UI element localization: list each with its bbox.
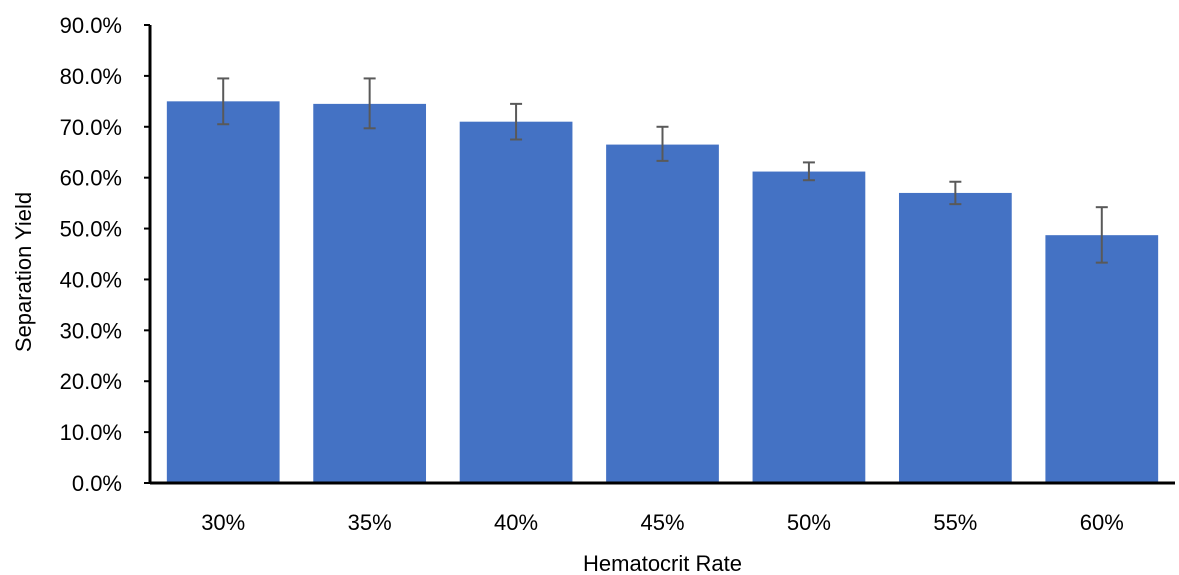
x-tick-label: 60% xyxy=(1080,510,1124,535)
bars-group xyxy=(166,101,1159,484)
error-bar-7 xyxy=(1095,206,1108,264)
x-tick-label: 55% xyxy=(933,510,977,535)
x-ticks-group: 30% 35% 40% 45% 50% 55% 60% xyxy=(201,510,1124,535)
y-tick-label: 20.0% xyxy=(60,369,122,394)
bar-1 xyxy=(166,101,280,483)
y-tick-label: 0.0% xyxy=(72,471,122,496)
error-bar-6 xyxy=(949,180,962,206)
error-bar-2 xyxy=(363,77,376,130)
y-tick-label: 90.0% xyxy=(60,13,122,38)
y-axis-title: Separation Yield xyxy=(11,192,36,352)
bar-4 xyxy=(606,144,719,484)
x-axis-title: Hematocrit Rate xyxy=(583,551,742,575)
y-tick-label: 80.0% xyxy=(60,64,122,89)
error-bars-group xyxy=(217,77,1108,264)
bar-3 xyxy=(459,121,573,483)
y-tick-label: 50.0% xyxy=(60,217,122,242)
x-tick-label: 30% xyxy=(201,510,245,535)
error-bar-1 xyxy=(217,77,230,126)
x-tick-label: 50% xyxy=(787,510,831,535)
error-bar-4 xyxy=(656,125,669,162)
bar-7 xyxy=(1045,235,1159,483)
error-bar-5 xyxy=(802,161,815,182)
bar-5 xyxy=(752,171,866,483)
axes-group xyxy=(148,25,1175,485)
x-tick-label: 40% xyxy=(494,510,538,535)
y-ticks-group: 0.0% 10.0% 20.0% 30.0% 40.0% 50.0% 60.0% 70.0% 8… xyxy=(60,13,150,496)
x-tick-label: 45% xyxy=(640,510,684,535)
y-tick-label: 60.0% xyxy=(60,166,122,191)
bar-2 xyxy=(313,103,427,483)
error-bar-3 xyxy=(510,102,523,141)
y-tick-label: 40.0% xyxy=(60,267,122,292)
bar-6 xyxy=(898,192,1012,483)
y-tick-label: 30.0% xyxy=(60,318,122,343)
y-tick-label: 70.0% xyxy=(60,115,122,140)
x-tick-label: 35% xyxy=(348,510,392,535)
y-tick-label: 10.0% xyxy=(60,420,122,445)
